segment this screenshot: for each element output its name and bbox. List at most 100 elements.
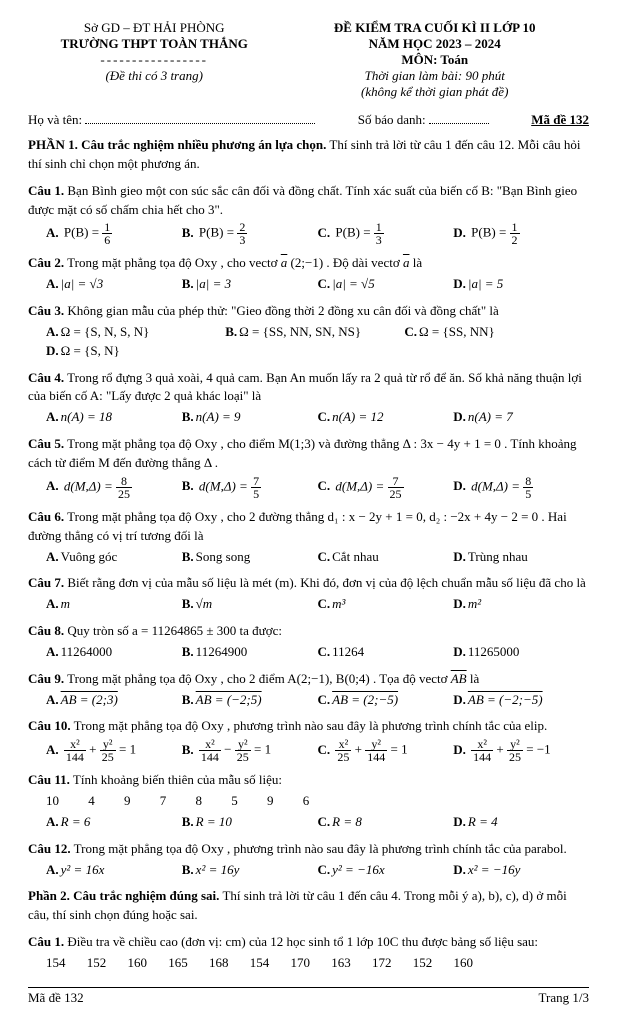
q3-choice-C[interactable]: C.Ω = {SS, NN} (404, 323, 583, 342)
q10B-d2: 25 (235, 751, 251, 763)
q8-choice-D[interactable]: D.11265000 (453, 643, 589, 662)
question-10: Câu 10. Trong mặt phẳng tọa độ Oxy , phư… (28, 717, 589, 763)
q10-choice-C[interactable]: C. x²25 + y²144 = 1 (318, 738, 454, 763)
q6-choice-B[interactable]: B.Song song (182, 548, 318, 567)
page-footer: Mã đề 132 Trang 1/3 (28, 987, 589, 1006)
q7-choice-D[interactable]: D.m² (453, 595, 589, 614)
question-9: Câu 9. Trong mặt phẳng tọa độ Oxy , cho … (28, 670, 589, 710)
q7-choice-C[interactable]: C.m³ (318, 595, 454, 614)
q12A: y² = 16x (61, 862, 105, 877)
q7-choice-B[interactable]: B.√m (182, 595, 318, 614)
q10-choices: A. x²144 + y²25 = 1 B. x²144 − y²25 = 1 … (46, 738, 589, 763)
q5B-num: 7 (251, 475, 261, 488)
q11D: R = 4 (468, 814, 498, 829)
q9-choice-D[interactable]: D.AB = (−2;−5) (453, 691, 589, 710)
page-header: Sở GD – ĐT HẢI PHÒNG TRƯỜNG THPT TOÀN TH… (28, 20, 589, 100)
q4-choice-D[interactable]: D.n(A) = 7 (453, 408, 589, 427)
q9A: AB = (2;3) (61, 692, 118, 707)
q3-choice-D[interactable]: D.Ω = {S, N} (46, 342, 225, 361)
q5-choice-A[interactable]: A. d(M,Δ) = 825 (46, 475, 182, 500)
q6A: Vuông góc (61, 549, 118, 564)
q3-choice-B[interactable]: B.Ω = {SS, NN, SN, NS} (225, 323, 404, 342)
q11-choice-C[interactable]: C.R = 8 (318, 813, 454, 832)
question-1: Câu 1. Bạn Bình gieo một con súc sắc cân… (28, 182, 589, 247)
q4-choice-B[interactable]: B.n(A) = 9 (182, 408, 318, 427)
q12-choice-D[interactable]: D.x² = −16y (453, 861, 589, 880)
q11-choices: A.R = 6 B.R = 10 C.R = 8 D.R = 4 (46, 813, 589, 832)
q7A: m (61, 596, 70, 611)
q3B: Ω = {SS, NN, SN, NS} (239, 324, 361, 339)
q5-choice-C[interactable]: C. d(M,Δ) = 725 (318, 475, 454, 500)
p2-question-1: Câu 1. Điều tra về chiều cao (đơn vị: cm… (28, 933, 589, 973)
q10D-d2: 25 (507, 751, 523, 763)
p2q1-label: Câu 1. (28, 934, 64, 949)
q5-choice-D[interactable]: D. d(M,Δ) = 85 (453, 475, 589, 500)
q4-choice-A[interactable]: A.n(A) = 18 (46, 408, 182, 427)
q11-data: 10 4 9 7 8 5 9 6 (46, 792, 589, 811)
q1-text: Bạn Bình gieo một con súc sắc cân đối và… (28, 183, 577, 217)
sbd-label: Số báo danh: (358, 112, 426, 127)
q6-choice-D[interactable]: D.Trùng nhau (453, 548, 589, 567)
q7-choices: A.m B.√m C.m³ D.m² (46, 595, 589, 614)
q8-choice-B[interactable]: B.11264900 (182, 643, 318, 662)
q12-choice-A[interactable]: A.y² = 16x (46, 861, 182, 880)
sbd-blank (429, 123, 489, 124)
name-label: Họ và tên: (28, 112, 82, 127)
q2-choice-B[interactable]: B.|a| = 3 (182, 275, 318, 294)
q11-choice-D[interactable]: D.R = 4 (453, 813, 589, 832)
part2-title: Phần 2. Câu trắc nghiệm đúng sai. (28, 888, 219, 903)
q9-choice-C[interactable]: C.AB = (2;−5) (318, 691, 454, 710)
q5-label: Câu 5. (28, 436, 64, 451)
q12-label: Câu 12. (28, 841, 71, 856)
q10-choice-D[interactable]: D. x²144 + y²25 = −1 (453, 738, 589, 763)
q10-choice-A[interactable]: A. x²144 + y²25 = 1 (46, 738, 182, 763)
footer-page: Trang 1/3 (539, 990, 589, 1006)
q9-choice-A[interactable]: A.AB = (2;3) (46, 691, 182, 710)
q2-choice-D[interactable]: D.|a| = 5 (453, 275, 589, 294)
q9-vec: AB (451, 671, 467, 686)
q7-text: Biết rằng đơn vị của mẫu số liệu là mét … (67, 575, 585, 590)
q3C: Ω = {SS, NN} (419, 324, 495, 339)
question-6: Câu 6. Trong mặt phẳng tọa độ Oxy , cho … (28, 508, 589, 567)
q9-label: Câu 9. (28, 671, 64, 686)
q9C: AB = (2;−5) (332, 692, 398, 707)
q1D-den: 2 (510, 234, 520, 246)
choice-label: A. (46, 225, 59, 240)
q3-choice-A[interactable]: A.Ω = {S, N, S, N} (46, 323, 225, 342)
q6-choice-A[interactable]: A.Vuông góc (46, 548, 182, 567)
q2-coords: (2;−1) (291, 255, 324, 270)
q1-choice-B[interactable]: B. P(B) = 23 (182, 221, 318, 246)
q9-choice-B[interactable]: B.AB = (−2;5) (182, 691, 318, 710)
q12-choice-B[interactable]: B.x² = 16y (182, 861, 318, 880)
q10-choice-B[interactable]: B. x²144 − y²25 = 1 (182, 738, 318, 763)
q12C: y² = −16x (332, 862, 384, 877)
q11-choice-B[interactable]: B.R = 10 (182, 813, 318, 832)
q4C: n(A) = 12 (332, 409, 383, 424)
q1-choice-A[interactable]: A. P(B) = 16 (46, 221, 182, 246)
q1B-lhs: P(B) = (199, 225, 234, 240)
exam-year: NĂM HỌC 2023 – 2024 (280, 36, 589, 52)
dept-name: Sở GD – ĐT HẢI PHÒNG (28, 20, 280, 36)
q8-text: Quy tròn số a = 11264865 ± 300 ta được: (67, 623, 282, 638)
q8-choice-A[interactable]: A.11264000 (46, 643, 182, 662)
q4B: n(A) = 9 (196, 409, 241, 424)
q2-label: Câu 2. (28, 255, 64, 270)
q3-label: Câu 3. (28, 303, 64, 318)
q1-choice-C[interactable]: C. P(B) = 13 (318, 221, 454, 246)
q4-choice-C[interactable]: C.n(A) = 12 (318, 408, 454, 427)
q7-choice-A[interactable]: A.m (46, 595, 182, 614)
question-4: Câu 4. Trong rổ đựng 3 quả xoài, 4 quả c… (28, 369, 589, 428)
q8C: 11264 (332, 644, 364, 659)
part1-title: PHẦN 1. Câu trắc nghiệm nhiều phương án … (28, 137, 326, 152)
q2-choice-C[interactable]: C.|a| = √5 (318, 275, 454, 294)
header-left: Sở GD – ĐT HẢI PHÒNG TRƯỜNG THPT TOÀN TH… (28, 20, 280, 100)
q9D: AB = (−2;−5) (468, 692, 543, 707)
q8-choice-C[interactable]: C.11264 (318, 643, 454, 662)
sbd-field: Số báo danh: (358, 112, 489, 128)
q12-choice-C[interactable]: C.y² = −16x (318, 861, 454, 880)
q6-choice-C[interactable]: C.Cắt nhau (318, 548, 454, 567)
q11-choice-A[interactable]: A.R = 6 (46, 813, 182, 832)
q1-choice-D[interactable]: D. P(B) = 12 (453, 221, 589, 246)
q2-choice-A[interactable]: A.|a| = √3 (46, 275, 182, 294)
q5-choice-B[interactable]: B. d(M,Δ) = 75 (182, 475, 318, 500)
